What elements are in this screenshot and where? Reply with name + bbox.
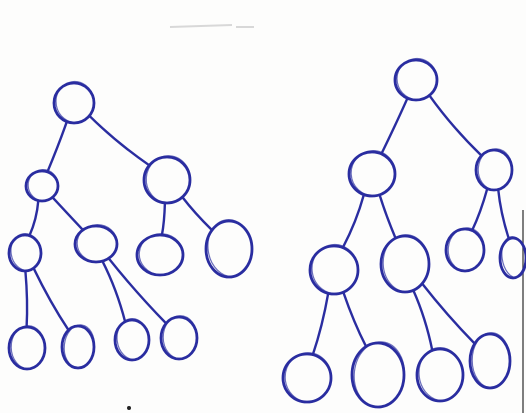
left-tree-node-b [142,155,192,205]
node-outline-overstroke [447,227,485,272]
paper-marks [127,24,524,413]
left-tree-node-f [204,219,254,279]
node-outline-overstroke [207,219,253,278]
node-outline-overstroke [396,57,438,101]
node-outline-overstroke [63,324,95,369]
left-tree-edge-d-i [101,259,127,323]
right-tree-edge-root-a [380,97,409,156]
right-tree-node-a [347,150,397,198]
right-tree-node-e [444,227,486,273]
node-outline-overstroke [10,232,42,272]
right-tree-edge-d-i [412,289,434,352]
node-outline-overstroke [471,332,511,389]
right-tree-edge-b-f [497,188,511,241]
left-tree-node-d [73,224,119,264]
left-tree-node-a [24,169,60,203]
left-tree-node-g [7,325,47,371]
left-tree-edge-root-a [46,120,68,174]
right-tree-edge-d-j [421,282,476,345]
node-outline-overstroke [350,150,396,197]
right-tree-node-b [474,148,514,192]
left-tree-edge-a-c [28,199,40,237]
node-outline-overstroke [162,315,198,360]
node-outline-overstroke [145,155,191,204]
left-tree-node-i [113,318,151,362]
right-tree-node-root [393,57,439,102]
node-outline-overstroke [353,341,405,408]
right-tree-edge-root-b [428,94,483,157]
left-tree-edge-a-d [51,196,85,232]
edges-layer [24,94,511,356]
node-outline-overstroke [76,224,118,263]
right-tree-node-i [415,347,465,403]
right-tree-edge-a-c [341,193,366,249]
right-tree-edge-a-d [378,193,397,240]
left-tree-node-j [159,315,199,361]
node-outline-overstroke [477,148,513,191]
left-tree-edge-b-f [181,195,214,232]
left-tree-node-c [7,232,43,273]
paper-smudge [169,24,233,28]
left-tree-edge-root-b [88,114,151,167]
right-tree-node-g [281,352,333,404]
right-tree-node-d [379,234,431,294]
left-tree-edge-b-e [160,201,167,237]
left-tree-node-root [52,80,96,125]
right-tree-node-j [468,332,512,390]
right-tree-node-f [498,236,526,280]
node-outline-overstroke [284,352,332,403]
right-tree-edge-c-h [342,290,368,348]
node-outline-overstroke [311,243,359,295]
left-tree-node-e [135,233,185,277]
node-outline [498,236,526,280]
nodes-layer [7,57,526,409]
right-tree-node-h [350,341,406,409]
node-outline-overstroke [382,234,430,293]
node-outline-overstroke [116,318,150,361]
left-tree-node-h [60,324,96,370]
left-tree-edge-c-h [32,267,70,332]
node-outline-overstroke [55,80,95,124]
node-outline-overstroke [418,347,464,402]
node-outline-overstroke [138,233,184,276]
right-tree-edge-c-g [311,292,330,356]
right-tree-edge-b-e [470,187,489,232]
node-outline-overstroke [10,325,46,370]
ink-dot [127,406,131,410]
node-outline-overstroke [27,169,59,202]
right-tree-node-c [308,243,360,296]
left-tree-edge-c-g [24,269,29,329]
left-tree-edge-d-j [107,257,168,325]
